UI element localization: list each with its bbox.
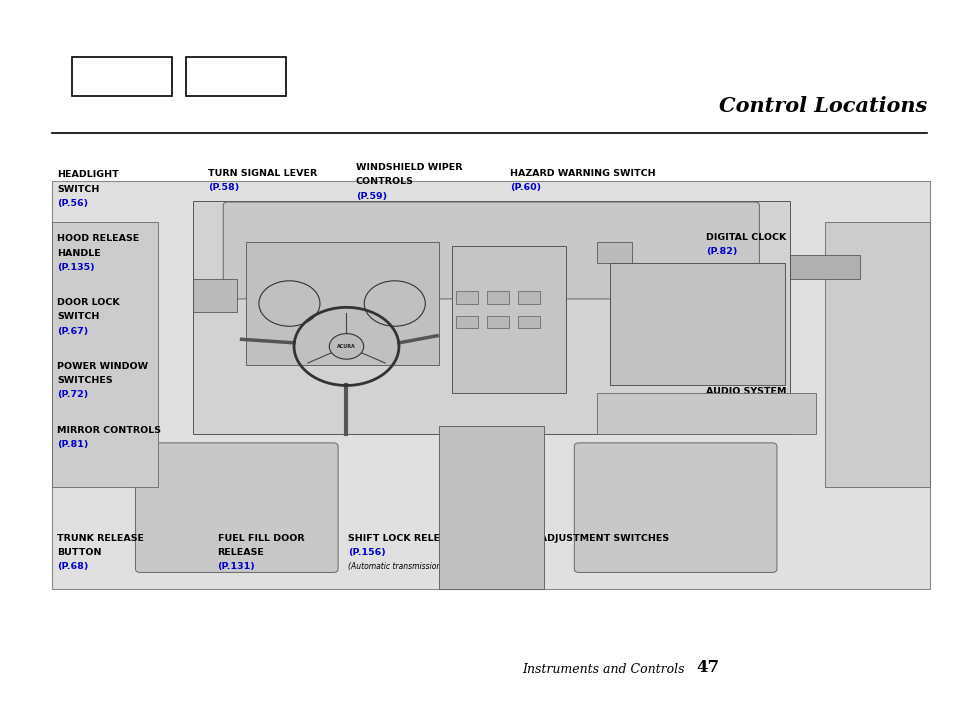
Bar xyxy=(438,426,543,589)
Text: AUDIO SYSTEM: AUDIO SYSTEM xyxy=(705,387,785,396)
Text: (P.71): (P.71) xyxy=(510,548,541,557)
Bar xyxy=(609,263,784,385)
Bar xyxy=(52,181,929,589)
Text: MIRROR CONTROLS: MIRROR CONTROLS xyxy=(57,426,161,435)
Text: (P.81): (P.81) xyxy=(57,440,89,449)
Text: (P.58): (P.58) xyxy=(208,183,239,192)
Bar xyxy=(193,279,236,312)
Text: Instruments and Controls: Instruments and Controls xyxy=(522,663,684,676)
Circle shape xyxy=(329,334,363,359)
Text: CLIMATE: CLIMATE xyxy=(705,321,751,330)
Bar xyxy=(52,222,157,487)
FancyBboxPatch shape xyxy=(135,443,337,572)
Text: SHIFT LOCK RELEASE: SHIFT LOCK RELEASE xyxy=(348,534,460,543)
Text: DOOR LOCK: DOOR LOCK xyxy=(57,298,120,307)
Bar xyxy=(245,242,438,365)
Bar xyxy=(824,222,929,487)
Text: (P.88): (P.88) xyxy=(705,349,737,359)
Text: RELEASE: RELEASE xyxy=(217,548,264,557)
Text: ACURA: ACURA xyxy=(336,344,355,349)
Bar xyxy=(71,57,172,96)
Text: (P.60): (P.60) xyxy=(510,183,541,192)
Bar xyxy=(193,202,789,434)
Text: POWER WINDOW: POWER WINDOW xyxy=(57,362,149,371)
Bar xyxy=(517,316,539,328)
Text: (P.56): (P.56) xyxy=(57,199,89,208)
Bar xyxy=(486,291,508,304)
Bar xyxy=(456,291,477,304)
Text: (P.98): (P.98) xyxy=(705,401,737,410)
Text: (P.59): (P.59) xyxy=(355,192,387,201)
Text: HOOD RELEASE: HOOD RELEASE xyxy=(57,234,139,244)
Text: SWITCH: SWITCH xyxy=(57,185,99,194)
Text: BUTTON: BUTTON xyxy=(57,548,102,557)
Text: DIGITAL CLOCK: DIGITAL CLOCK xyxy=(705,233,785,242)
Bar xyxy=(456,316,477,328)
Text: SWITCHES: SWITCHES xyxy=(57,376,112,386)
Text: WINDSHIELD WIPER: WINDSHIELD WIPER xyxy=(355,163,462,173)
Text: SEAT ADJUSTMENT SWITCHES: SEAT ADJUSTMENT SWITCHES xyxy=(510,534,669,543)
Text: CONTROL: CONTROL xyxy=(705,335,757,344)
Text: (P.156): (P.156) xyxy=(348,548,386,557)
Text: (P.72): (P.72) xyxy=(57,391,89,400)
Text: (P.68): (P.68) xyxy=(57,562,89,572)
Text: TRUNK RELEASE: TRUNK RELEASE xyxy=(57,534,144,543)
Text: HANDLE: HANDLE xyxy=(57,248,101,258)
Bar xyxy=(486,316,508,328)
Text: (Automatic transmission only): (Automatic transmission only) xyxy=(348,562,462,572)
Bar xyxy=(186,57,286,96)
FancyBboxPatch shape xyxy=(574,443,776,572)
Text: AUTOMATIC: AUTOMATIC xyxy=(705,307,768,316)
Text: (P.135): (P.135) xyxy=(57,263,94,272)
FancyBboxPatch shape xyxy=(223,202,759,299)
Bar xyxy=(596,393,815,434)
Bar xyxy=(452,246,565,393)
Bar xyxy=(789,255,859,279)
Text: (P.82): (P.82) xyxy=(705,247,737,256)
Bar xyxy=(517,291,539,304)
Text: TURN SIGNAL LEVER: TURN SIGNAL LEVER xyxy=(208,169,317,178)
Text: (P.131): (P.131) xyxy=(217,562,255,572)
Text: FUEL FILL DOOR: FUEL FILL DOOR xyxy=(217,534,304,543)
Text: (P.67): (P.67) xyxy=(57,327,89,336)
Text: Control Locations: Control Locations xyxy=(719,97,926,116)
Text: SWITCH: SWITCH xyxy=(57,312,99,322)
Text: 47: 47 xyxy=(696,659,719,676)
Text: HAZARD WARNING SWITCH: HAZARD WARNING SWITCH xyxy=(510,169,656,178)
Bar xyxy=(596,242,631,263)
Text: CONTROLS: CONTROLS xyxy=(355,178,414,187)
Text: HEADLIGHT: HEADLIGHT xyxy=(57,170,119,180)
